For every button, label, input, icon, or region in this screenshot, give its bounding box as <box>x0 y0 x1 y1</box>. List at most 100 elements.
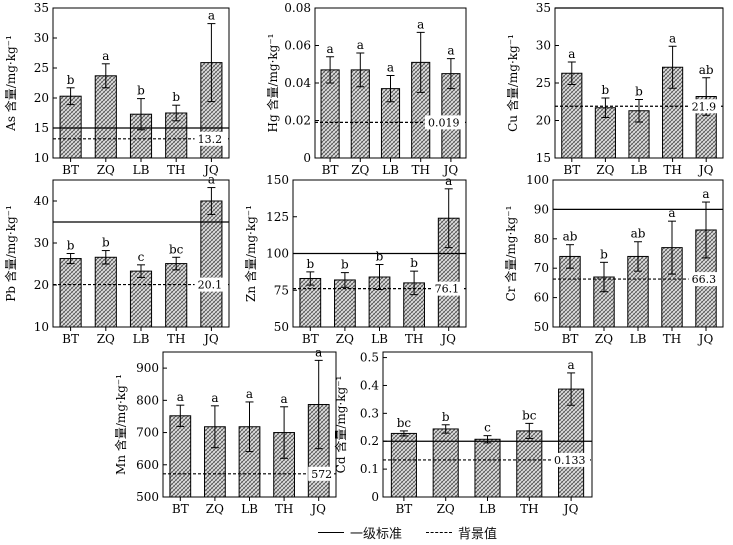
category-label: TH <box>167 163 185 177</box>
sig-label: a <box>177 390 184 404</box>
y-tick-label: 0.4 <box>360 378 379 392</box>
sig-label: a <box>568 358 575 372</box>
category-label: LB <box>133 163 150 177</box>
panel-5: 50 60 70 80 90 100 Cr 含量/mg·kg⁻¹ ab BT b ZQ ab LB a TH… <box>503 173 724 346</box>
category-label: LB <box>630 332 647 346</box>
category-label: TH <box>405 332 423 346</box>
category-label: ZQ <box>336 332 354 346</box>
y-tick-label: 35 <box>34 1 49 15</box>
category-label: BT <box>395 502 412 516</box>
category-label: JQ <box>309 502 326 516</box>
y-tick-label: 0.2 <box>360 434 379 448</box>
sig-label: b <box>442 410 450 424</box>
panel-6: 500 600 700 800 900 Mn 含量/mg·kg⁻¹ a BT a ZQ a LB a TH… <box>113 345 337 516</box>
y-tick-label: 15 <box>34 121 49 135</box>
sig-label: a <box>702 187 709 201</box>
y-tick-label: 125 <box>266 210 289 224</box>
sig-label: b <box>602 83 610 97</box>
bar-BT <box>169 415 192 498</box>
category-label: LB <box>241 502 258 516</box>
bar-BT <box>59 258 82 328</box>
sig-label: a <box>445 174 452 188</box>
y-axis-label: Zn 含量/mg·kg⁻¹ <box>243 205 258 302</box>
sig-label: a <box>387 61 394 75</box>
panel-1: 0 0.02 0.04 0.06 0.08 Hg 含量/mg·kg⁻¹ a BT a ZQ a LB a… <box>265 1 467 177</box>
y-tick-label: 0.06 <box>284 39 311 53</box>
category-label: LB <box>133 332 150 346</box>
sig-label: a <box>417 17 424 31</box>
y-tick-label: 60 <box>534 291 549 305</box>
category-label: JQ <box>202 163 219 177</box>
sig-label: b <box>172 90 180 104</box>
y-tick-label: 90 <box>534 202 549 216</box>
bar-BT <box>561 72 583 159</box>
sig-label: ab <box>631 227 646 241</box>
bar-JQ <box>200 200 223 328</box>
sig-label: a <box>211 391 218 405</box>
category-label: BT <box>172 502 189 516</box>
y-tick-label: 50 <box>274 320 289 334</box>
y-tick-label: 0.04 <box>284 76 311 90</box>
bar-TH <box>516 430 543 498</box>
sig-label: b <box>376 250 384 264</box>
sig-label: b <box>102 236 110 250</box>
category-label: JQ <box>697 332 714 346</box>
y-tick-label: 0.08 <box>284 1 311 15</box>
category-label: TH <box>663 163 681 177</box>
background-value-box <box>425 115 464 130</box>
background-value-box <box>688 272 721 287</box>
sig-label: a <box>315 345 322 359</box>
background-value-label: 20.1 <box>198 279 223 292</box>
y-tick-label: 0.3 <box>360 406 379 420</box>
sig-label: a <box>668 206 675 220</box>
background-value-label: 13.2 <box>198 133 223 146</box>
y-tick-label: 20 <box>536 114 551 128</box>
legend-standard-label: 一级标准 <box>350 526 403 542</box>
y-axis-label: Mn 含量/mg·kg⁻¹ <box>113 374 128 475</box>
bar-LB <box>474 438 501 498</box>
y-tick-label: 900 <box>136 361 159 375</box>
sig-label: bc <box>397 416 412 430</box>
y-tick-label: 0 <box>371 490 379 504</box>
bar-BT <box>390 432 417 498</box>
sig-label: a <box>357 38 364 52</box>
category-label: LB <box>631 163 648 177</box>
y-tick-label: 40 <box>34 194 49 208</box>
background-value-label: 572 <box>311 468 332 481</box>
panel-2: 15 20 25 30 35 Cu 含量/mg·kg⁻¹ a BT b ZQ b LB a TH ab JQ 2… <box>505 1 724 177</box>
category-label: LB <box>371 332 388 346</box>
category-label: JQ <box>442 163 459 177</box>
sig-label: a <box>327 42 334 56</box>
y-tick-label: 25 <box>34 61 49 75</box>
y-tick-label: 0.02 <box>284 114 311 128</box>
category-label: ZQ <box>97 163 115 177</box>
category-label: ZQ <box>437 502 455 516</box>
sig-label: c <box>484 421 491 435</box>
sig-label: a <box>669 31 676 45</box>
background-value-box <box>194 277 227 292</box>
category-label: BT <box>563 163 580 177</box>
sig-label: b <box>67 239 75 253</box>
bar-TH <box>165 263 188 328</box>
legend-background: 背景值 <box>426 522 497 542</box>
category-label: BT <box>62 163 79 177</box>
background-value-label: 0.133 <box>554 454 586 467</box>
category-label: JQ <box>697 163 714 177</box>
sig-label: a <box>246 387 253 401</box>
background-value-box <box>308 466 334 481</box>
y-tick-label: 500 <box>136 490 159 504</box>
y-tick-label: 700 <box>136 426 159 440</box>
y-tick-label: 30 <box>34 236 49 250</box>
y-tick-label: 80 <box>534 232 549 246</box>
sig-label: ab <box>563 230 578 244</box>
y-tick-label: 70 <box>534 261 549 275</box>
y-tick-label: 0.5 <box>360 351 379 365</box>
category-label: TH <box>520 502 538 516</box>
y-axis-label: Cu 含量/mg·kg⁻¹ <box>505 34 520 132</box>
sig-label: ab <box>699 63 714 77</box>
y-tick-label: 25 <box>536 76 551 90</box>
category-label: JQ <box>439 332 456 346</box>
bar-JQ <box>558 388 585 498</box>
sig-label: b <box>341 258 349 272</box>
